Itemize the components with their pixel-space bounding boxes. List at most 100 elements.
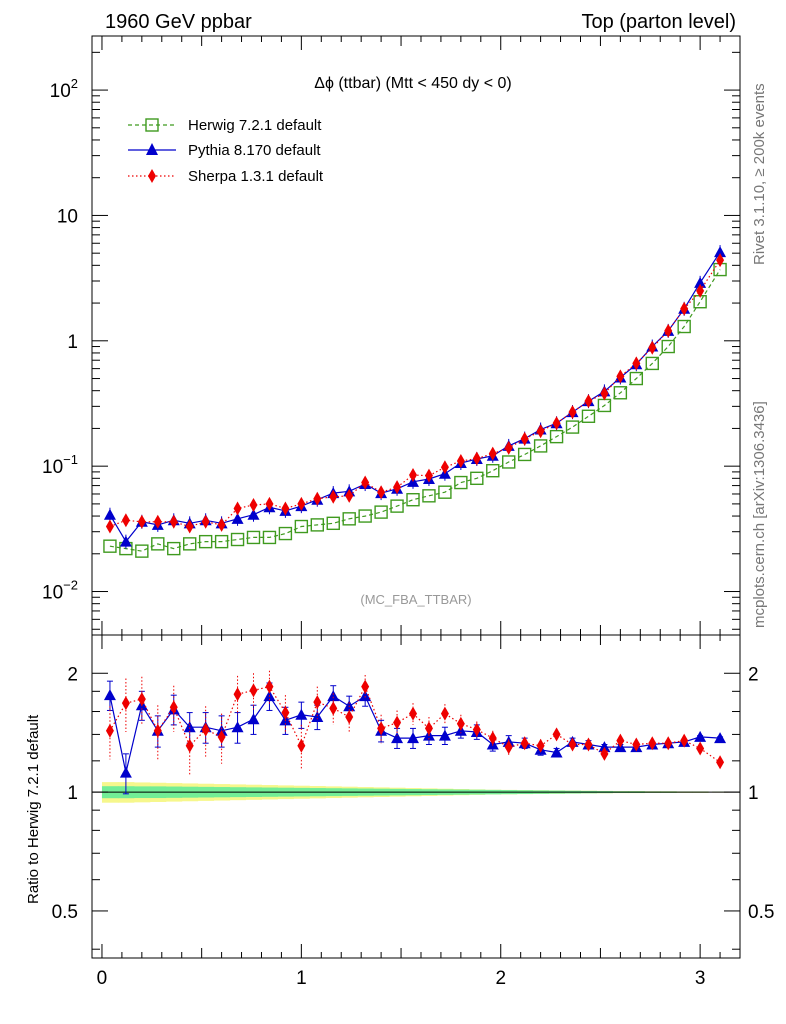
- herwig-point: [262, 530, 277, 545]
- main-y-axis: 10−2 10−1 1 10 102: [42, 51, 740, 630]
- pythia-point: [231, 512, 244, 524]
- main-series-group: [103, 245, 727, 558]
- herwig-point: [486, 464, 500, 478]
- ratio-sherpa-point: [217, 729, 226, 744]
- sherpa-point: [504, 440, 513, 455]
- ratio-sherpa-point: [281, 705, 290, 720]
- main-y-tick-label: 102: [50, 76, 78, 102]
- herwig-point: [533, 439, 548, 453]
- herwig-point: [358, 509, 372, 523]
- ratio-series-group: [103, 670, 727, 795]
- herwig-point: [374, 505, 388, 519]
- legend-pythia-label: Pythia 8.170 default: [188, 142, 321, 159]
- ratio-pythia-point: [598, 741, 611, 753]
- herwig-point: [214, 534, 229, 549]
- sherpa-point: [377, 485, 386, 500]
- herwig-point: [390, 499, 404, 513]
- ratio-sherpa-point: [409, 706, 418, 721]
- sherpa-point: [137, 514, 146, 529]
- ratio-x-tick-label: 3: [695, 968, 706, 989]
- sherpa-point: [329, 489, 338, 504]
- ratio-sherpa-point: [249, 683, 258, 698]
- plot-title: Δϕ (ttbar) (Mtt < 450 dy < 0): [314, 75, 512, 92]
- herwig-point: [278, 526, 293, 541]
- herwig-point: [294, 519, 309, 534]
- series-line-pythia: [109, 251, 721, 543]
- sherpa-point: [616, 369, 625, 384]
- ratio-panel-frame: [91, 634, 741, 959]
- sherpa-point: [536, 424, 545, 439]
- legend-sherpa-marker: [148, 169, 156, 183]
- ratio-sherpa-point: [121, 696, 130, 711]
- header-right-label: Top (parton level): [581, 11, 736, 33]
- herwig-point: [198, 534, 213, 549]
- herwig-point: [613, 386, 628, 400]
- sherpa-point: [520, 431, 529, 446]
- ratio-sherpa-point: [568, 737, 577, 752]
- main-panel: Δϕ (ttbar) (Mtt < 450 dy < 0) (MC_FBA_TT…: [42, 35, 741, 636]
- sherpa-point: [233, 501, 242, 516]
- ratio-pythia-point: [311, 710, 324, 722]
- sherpa-point: [680, 301, 689, 316]
- sherpa-point: [664, 323, 673, 338]
- herwig-point: [645, 356, 659, 371]
- sherpa-point: [121, 513, 130, 528]
- ratio-pythia-point: [183, 721, 196, 733]
- sherpa-point: [568, 405, 577, 420]
- ratio-pythia-point: [231, 721, 244, 733]
- herwig-point: [246, 530, 261, 545]
- sherpa-point: [456, 453, 465, 468]
- ratio-sherpa-point: [440, 706, 449, 721]
- herwig-point: [103, 539, 117, 553]
- sherpa-point: [281, 501, 290, 516]
- ratio-sherpa-point: [233, 687, 242, 702]
- ratio-panel: 0.5 0.5 1 1 2 2 0 1 2 3: [52, 634, 774, 989]
- ratio-sherpa-point: [265, 679, 274, 694]
- sherpa-point: [552, 416, 561, 431]
- ratio-y-tick-label-right: 2: [748, 664, 759, 685]
- herwig-point: [422, 489, 436, 503]
- sherpa-point: [716, 253, 725, 268]
- ratio-y-tick-label-right: 0.5: [748, 902, 774, 923]
- legend-item-herwig: Herwig 7.2.1 default: [128, 117, 322, 134]
- herwig-point: [549, 429, 564, 444]
- ratio-sherpa-point: [105, 723, 114, 738]
- ratio-pythia-point: [119, 766, 132, 778]
- ratio-sherpa-point: [153, 723, 162, 738]
- ratio-sherpa-point: [616, 733, 625, 748]
- main-y-tick-label: 10: [57, 206, 78, 227]
- ratio-pythia-point: [391, 732, 404, 744]
- sherpa-point: [600, 386, 609, 401]
- ratio-sherpa-point: [169, 700, 178, 715]
- herwig-point: [677, 319, 691, 334]
- ratio-sherpa-point: [536, 738, 545, 753]
- ratio-pythia-point: [247, 713, 260, 725]
- herwig-point: [454, 475, 468, 490]
- header-left-label: 1960 GeV ppbar: [105, 11, 252, 33]
- ratio-pythia-point: [327, 690, 340, 702]
- herwig-point: [310, 518, 325, 532]
- sherpa-point: [409, 468, 418, 483]
- sherpa-point: [345, 488, 354, 503]
- herwig-point: [581, 409, 596, 423]
- sherpa-point: [440, 460, 449, 475]
- legend-herwig-label: Herwig 7.2.1 default: [188, 117, 322, 134]
- sherpa-point: [313, 491, 322, 506]
- sherpa-point: [472, 451, 481, 466]
- herwig-point: [406, 493, 420, 507]
- ratio-sherpa-point: [137, 692, 146, 707]
- ratio-sherpa-point: [504, 740, 513, 755]
- ratio-pythia-point: [359, 690, 372, 702]
- ratio-pythia-point: [295, 708, 308, 720]
- herwig-point: [342, 512, 356, 526]
- sherpa-point: [393, 480, 402, 495]
- ratio-sherpa-point: [488, 731, 497, 746]
- ratio-x-tick-label: 2: [495, 968, 506, 989]
- sherpa-point: [632, 356, 641, 371]
- ratio-pythia-point: [438, 729, 451, 741]
- sherpa-point: [185, 519, 194, 534]
- sherpa-point: [265, 496, 274, 511]
- ratio-y-tick-label: 2: [67, 664, 78, 685]
- ratio-x-tick-label: 1: [296, 968, 307, 989]
